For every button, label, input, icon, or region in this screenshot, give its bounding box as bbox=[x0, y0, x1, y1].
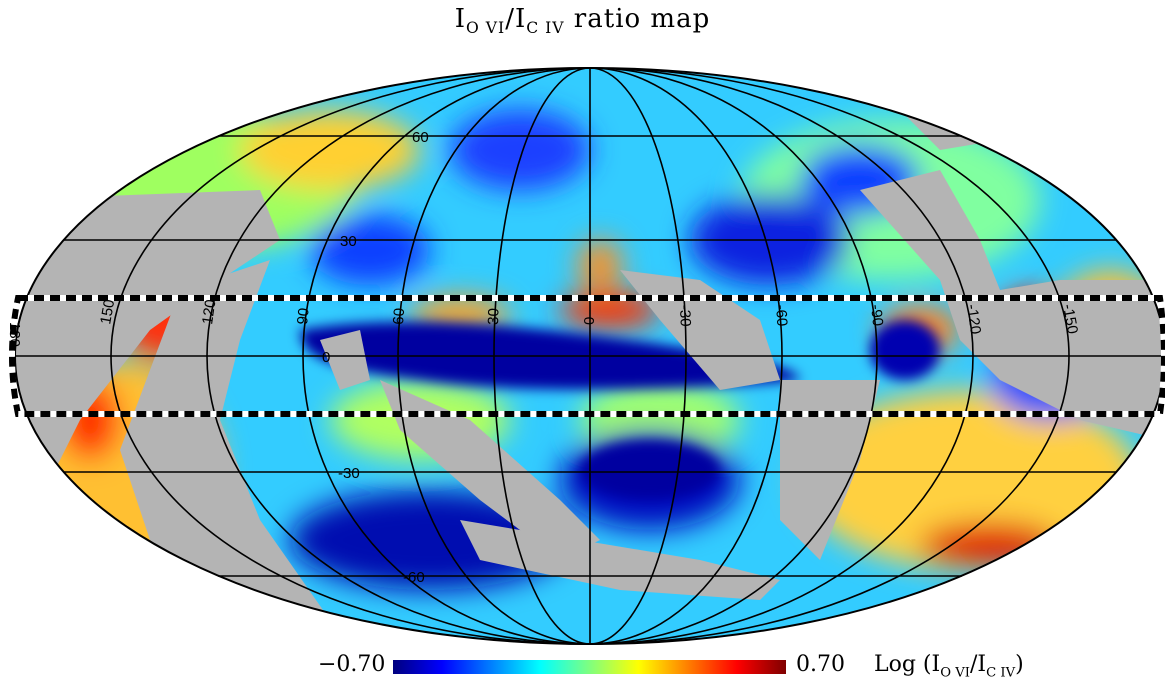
highlight-band bbox=[9, 295, 1165, 417]
lon-label-minus30: -30 bbox=[676, 305, 694, 327]
lon-label-minus120: -120 bbox=[963, 303, 984, 335]
lon-label-minus150: -150 bbox=[1059, 303, 1081, 336]
lat-label-60: 60 bbox=[412, 129, 429, 146]
map-title: IO VI/IC IV ratio map bbox=[454, 4, 711, 38]
lat-label-minus30: -30 bbox=[338, 465, 360, 482]
lat-label-30: 30 bbox=[340, 233, 357, 250]
lon-label-minus60: -60 bbox=[772, 304, 790, 327]
lat-label-minus60: -60 bbox=[403, 569, 425, 586]
colorbar: −0.70 0.70 Log (IO VI/IC IV) bbox=[0, 650, 1165, 684]
colorbar-unit-label: Log (IO VI/IC IV) bbox=[874, 652, 1024, 681]
graticule bbox=[14, 67, 1165, 645]
lon-label-90: 90 bbox=[294, 307, 313, 325]
colorbar-gradient bbox=[393, 660, 786, 674]
lon-label-minus90: -90 bbox=[867, 304, 886, 327]
lon-label-120: 120 bbox=[199, 298, 219, 325]
lon-label-60: 60 bbox=[390, 307, 408, 325]
lon-label-150: 150 bbox=[97, 298, 118, 326]
mollweide-map: 60 30 0 -30 -60 180 150 120 90 60 30 0 -… bbox=[6, 67, 1165, 645]
lon-label-0: 0 bbox=[581, 317, 598, 325]
lat-label-0: 0 bbox=[322, 349, 330, 366]
lon-label-180: 180 bbox=[6, 322, 23, 347]
lon-label-30: 30 bbox=[485, 308, 503, 325]
colorbar-max-label: 0.70 bbox=[796, 652, 845, 677]
colorbar-min-label: −0.70 bbox=[318, 652, 386, 677]
